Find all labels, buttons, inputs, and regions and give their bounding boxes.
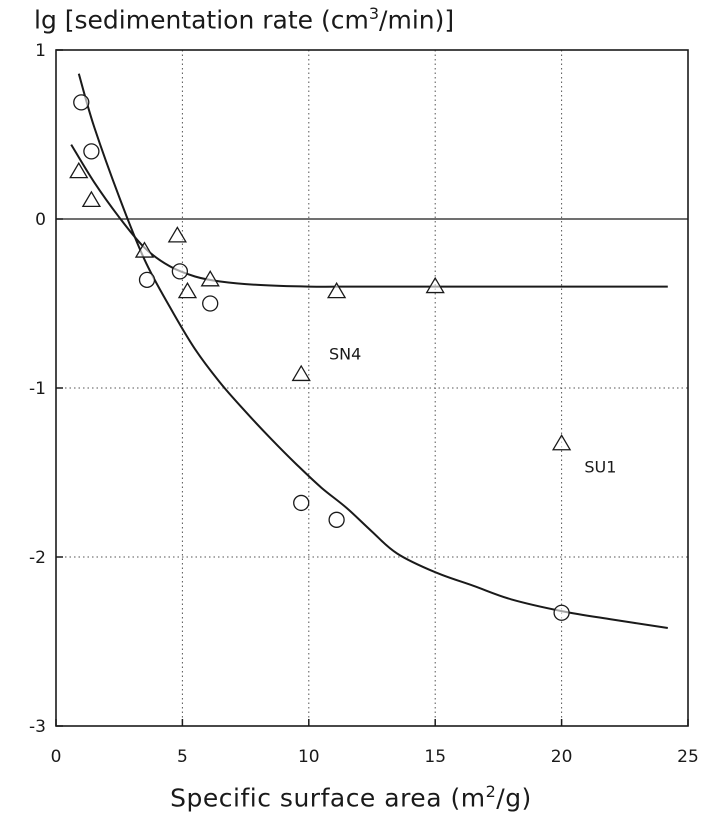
x-axis-title: Specific surface area (m2/g) (0, 782, 702, 812)
triangle-data-point (167, 226, 187, 243)
x-axis-title-suffix: /g) (496, 783, 532, 813)
triangle-series-fit-curve (70, 144, 668, 288)
triangle-data-point (200, 270, 220, 287)
circle-data-point (83, 143, 100, 160)
data-markers (69, 94, 572, 621)
circle-data-point (293, 494, 310, 512)
circle-data-point (171, 263, 189, 280)
x-tick-label: 10 (298, 747, 320, 767)
y-axis-title-superscript: 3 (368, 4, 380, 23)
x-tick-label: 0 (51, 747, 62, 767)
y-tick-label: -3 (29, 717, 46, 737)
circle-data-point (73, 94, 90, 111)
triangle-data-point (177, 281, 198, 299)
x-tick-label: 5 (177, 747, 188, 767)
circle-data-point (553, 604, 570, 621)
y-tick-label: 1 (35, 41, 46, 61)
triangle-data-point (291, 364, 311, 382)
annotation-su1: SU1 (584, 458, 616, 477)
y-tick-label: -2 (29, 548, 46, 568)
circle-series-fit-curve (77, 73, 668, 629)
circle-data-point (138, 271, 156, 288)
triangle-data-point (69, 161, 89, 179)
x-axis-title-superscript: 2 (485, 782, 497, 801)
y-axis-title: lg [sedimentation rate (cm3/min)] (34, 4, 454, 34)
annotation-sn4: SN4 (329, 344, 361, 363)
triangle-data-point (551, 433, 572, 451)
y-tick-label: 0 (35, 210, 46, 230)
triangle-data-point (134, 241, 155, 258)
x-tick-label: 20 (551, 747, 573, 767)
triangle-data-point (326, 281, 347, 299)
circle-data-point (202, 295, 219, 312)
grid (56, 50, 688, 726)
x-tick-label: 15 (424, 747, 446, 767)
y-axis-title-suffix: /min)] (379, 5, 455, 35)
y-tick-label: -1 (29, 379, 46, 399)
circle-data-point (328, 511, 345, 528)
triangle-data-point (425, 276, 445, 294)
y-axis-title-prefix: lg [sedimentation rate (cm (34, 5, 369, 35)
x-axis-title-prefix: Specific surface area (m (170, 783, 486, 813)
annotations: SN4 SU1 (329, 344, 616, 476)
x-tick-label: 25 (677, 747, 699, 767)
fit-curves (70, 73, 668, 629)
triangle-data-point (81, 190, 102, 208)
